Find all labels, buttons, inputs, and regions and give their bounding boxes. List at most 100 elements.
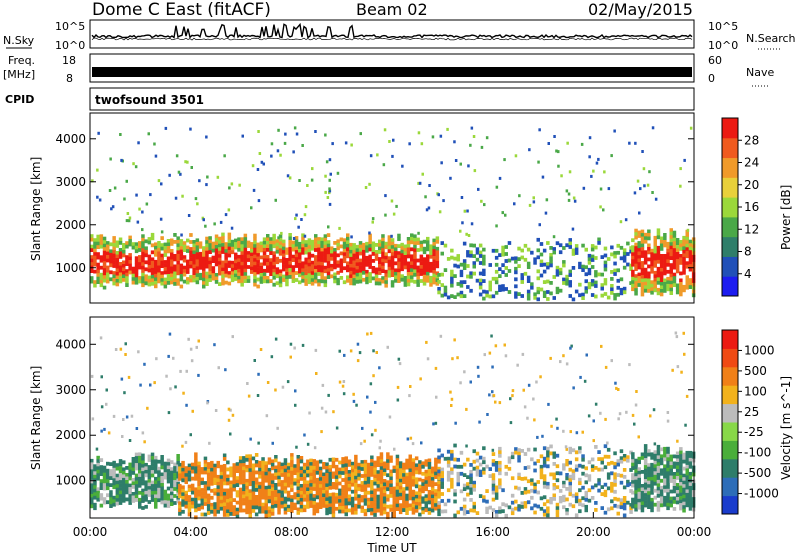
heatmap-cell xyxy=(194,497,198,502)
heatmap-cell xyxy=(472,480,476,485)
colorbar-tick-label: -500 xyxy=(744,466,771,480)
heatmap-cell xyxy=(688,482,693,487)
heatmap-cell xyxy=(637,456,641,461)
heatmap-cell xyxy=(382,496,387,501)
heatmap-cell xyxy=(370,494,374,498)
heatmap-cell xyxy=(634,469,638,473)
heatmap-cell xyxy=(384,194,387,198)
heatmap-cell xyxy=(643,489,648,494)
heatmap-cell xyxy=(197,468,201,473)
heatmap-cell xyxy=(504,354,508,358)
heatmap-cell xyxy=(355,244,360,249)
heatmap-cell xyxy=(134,477,139,481)
heatmap-cell xyxy=(187,474,192,478)
heatmap-cell xyxy=(219,482,224,487)
heatmap-cell xyxy=(270,490,275,495)
heatmap-cell xyxy=(643,503,648,508)
heatmap-cell xyxy=(318,501,323,506)
heatmap-cell xyxy=(437,455,441,460)
heatmap-cell xyxy=(331,506,336,511)
heatmap-cell xyxy=(679,167,682,171)
heatmap-cell xyxy=(211,255,216,260)
heatmap-cell xyxy=(602,208,605,212)
heatmap-cell xyxy=(118,480,123,484)
heatmap-cell xyxy=(494,269,499,274)
heatmap-cell xyxy=(379,494,384,499)
heatmap-cell xyxy=(475,278,480,283)
heatmap-cell xyxy=(521,352,525,356)
heatmap-cell xyxy=(299,487,304,492)
heatmap-cell xyxy=(242,470,246,474)
heatmap-cell xyxy=(643,260,648,265)
heatmap-cell xyxy=(498,485,502,490)
heatmap-cell xyxy=(294,271,299,275)
heatmap-cell xyxy=(134,480,139,485)
heatmap-cell xyxy=(205,247,209,251)
heatmap-cell xyxy=(278,279,283,284)
heatmap-cell xyxy=(170,256,174,260)
heatmap-cell xyxy=(647,470,651,474)
heatmap-cell xyxy=(376,501,380,506)
heatmap-cell xyxy=(166,458,171,463)
heatmap-cell xyxy=(190,466,195,470)
heatmap-cell xyxy=(568,241,572,246)
heatmap-cell xyxy=(320,279,324,284)
heatmap-cell xyxy=(405,500,409,505)
heatmap-cell xyxy=(437,273,441,277)
heatmap-cell xyxy=(637,484,641,489)
heatmap-cell xyxy=(326,254,331,258)
heatmap-cell xyxy=(170,238,174,243)
heatmap-cell xyxy=(368,265,372,269)
heatmap-cell xyxy=(314,130,317,133)
heatmap-cell xyxy=(298,269,302,274)
heatmap-cell xyxy=(189,127,192,131)
heatmap-cell xyxy=(96,280,100,284)
heatmap-cell xyxy=(656,273,661,278)
heatmap-cell xyxy=(366,462,371,467)
heatmap-cell xyxy=(267,513,272,518)
heatmap-cell xyxy=(296,493,300,498)
heatmap-cell xyxy=(226,513,230,517)
heatmap-cell xyxy=(307,273,312,278)
heatmap-cell xyxy=(222,502,227,507)
heatmap-cell xyxy=(288,243,292,248)
heatmap-cell xyxy=(414,484,419,489)
heatmap-cell xyxy=(312,504,316,509)
heatmap-cell xyxy=(397,233,401,238)
heatmap-cell xyxy=(584,497,588,502)
heatmap-cell xyxy=(682,491,686,495)
heatmap-cell xyxy=(296,465,300,470)
heatmap-cell xyxy=(270,483,275,488)
heatmap-cell xyxy=(653,460,657,465)
heatmap-cell xyxy=(105,388,108,392)
heatmap-cell xyxy=(359,132,362,136)
heatmap-cell xyxy=(150,271,155,276)
heatmap-cell xyxy=(346,236,350,241)
heatmap-cell xyxy=(613,451,617,456)
heatmap-cell xyxy=(542,269,547,274)
heatmap-cell xyxy=(90,483,94,488)
heatmap-cell xyxy=(128,263,132,268)
heatmap-cell xyxy=(312,487,316,491)
heatmap-cell xyxy=(102,247,107,251)
heatmap-cell xyxy=(96,245,100,249)
heatmap-cell xyxy=(197,486,201,490)
heatmap-cell xyxy=(306,494,310,499)
heatmap-cell xyxy=(222,471,227,475)
heatmap-cell xyxy=(588,136,592,140)
heatmap-cell xyxy=(329,172,332,176)
heatmap-cell xyxy=(134,242,139,247)
heatmap-cell xyxy=(555,286,560,291)
heatmap-cell xyxy=(462,504,467,509)
heatmap-cell xyxy=(141,471,145,475)
heatmap-cell xyxy=(328,496,332,501)
heatmap-cell xyxy=(93,502,97,507)
heatmap-cell xyxy=(338,460,342,465)
heatmap-cell xyxy=(102,465,107,470)
heatmap-cell xyxy=(373,464,377,468)
heatmap-cell xyxy=(331,510,336,514)
heatmap-cell xyxy=(578,449,582,454)
heatmap-cell xyxy=(378,250,382,254)
heatmap-cell xyxy=(679,489,683,493)
heatmap-cell xyxy=(111,205,115,209)
